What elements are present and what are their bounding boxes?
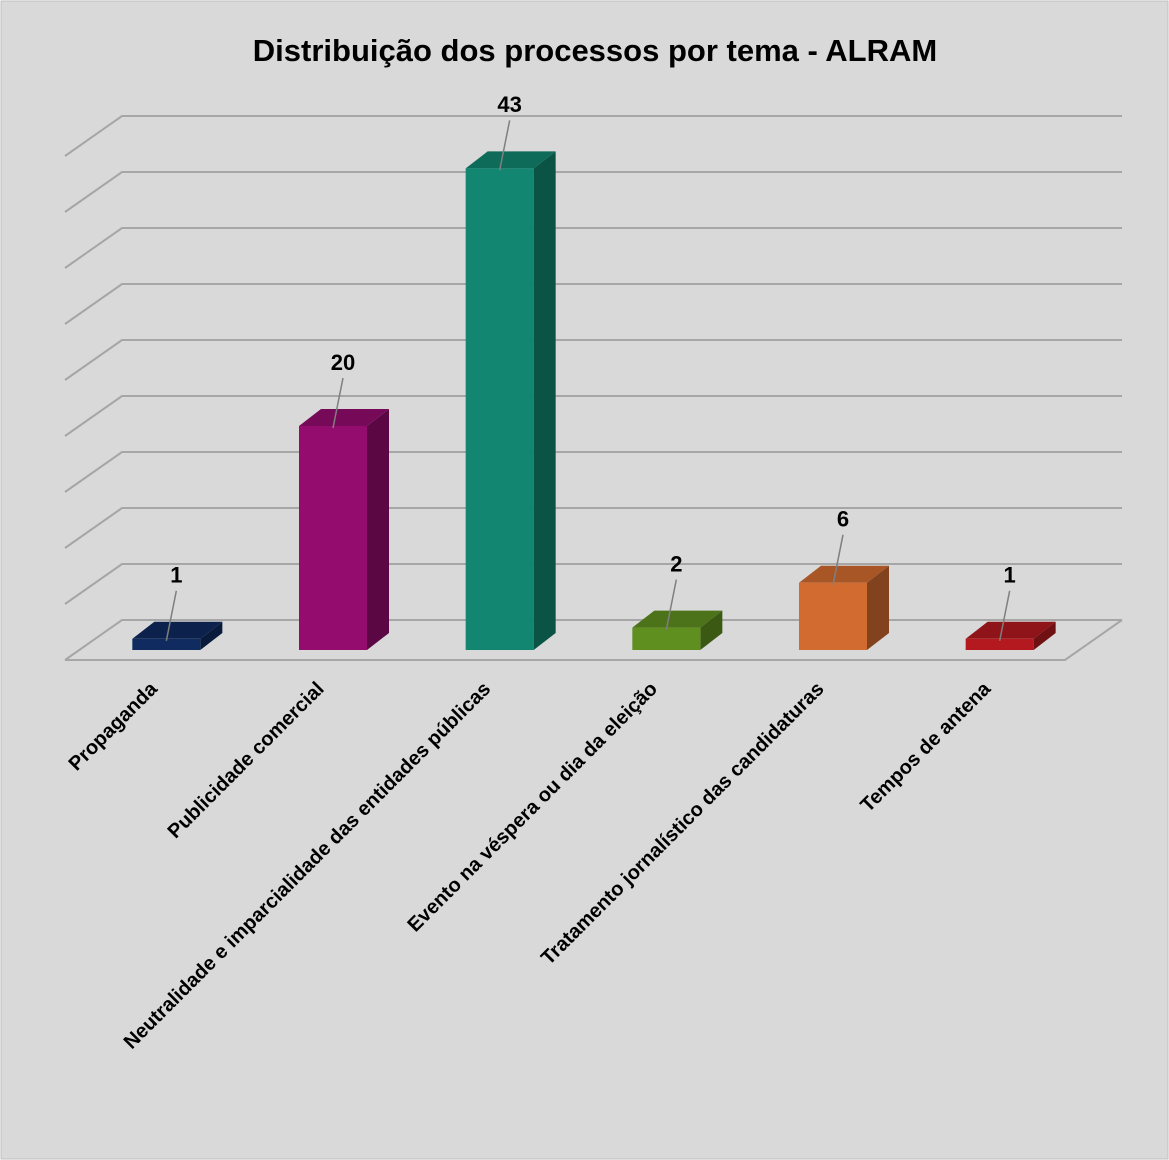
grid-line xyxy=(64,339,1122,381)
data-label: 1 xyxy=(170,563,182,588)
grid-line xyxy=(64,227,1122,269)
grid-line xyxy=(64,171,1122,213)
grid-line xyxy=(64,395,1122,437)
chart-title: Distribuição dos processos por tema - AL… xyxy=(253,33,937,68)
bar-top xyxy=(132,621,223,639)
bar xyxy=(299,426,367,650)
leader-line xyxy=(998,590,1011,641)
grid-line xyxy=(64,283,1122,325)
bar-side xyxy=(700,610,723,650)
bar xyxy=(465,168,534,650)
grid-line xyxy=(64,451,1122,493)
bar xyxy=(132,638,201,650)
leader-line xyxy=(165,590,178,641)
data-label: 1 xyxy=(1004,563,1016,588)
data-label: 43 xyxy=(497,92,521,117)
bar-side xyxy=(533,151,556,650)
bar xyxy=(965,638,1034,650)
data-label: 2 xyxy=(670,551,682,576)
bar-top xyxy=(965,621,1056,639)
bar-side xyxy=(200,621,223,650)
leader-line xyxy=(665,579,678,630)
data-label: 6 xyxy=(837,507,849,532)
data-label: 20 xyxy=(331,350,355,375)
leader-line xyxy=(832,534,844,585)
bar-side xyxy=(367,409,389,650)
bar-top xyxy=(799,565,889,583)
bar-side xyxy=(1033,621,1056,650)
bar-top xyxy=(632,610,723,628)
leader-line xyxy=(332,377,344,429)
leader-line xyxy=(498,120,511,171)
bar xyxy=(632,627,701,650)
bar xyxy=(799,582,867,650)
grid-line xyxy=(64,619,1122,661)
bar-side xyxy=(867,565,889,650)
bar-top xyxy=(299,409,389,426)
grid-line xyxy=(64,507,1122,549)
bar-top xyxy=(465,151,556,169)
grid-line xyxy=(64,115,1122,157)
grid-line xyxy=(64,563,1122,605)
floor xyxy=(65,619,1123,661)
